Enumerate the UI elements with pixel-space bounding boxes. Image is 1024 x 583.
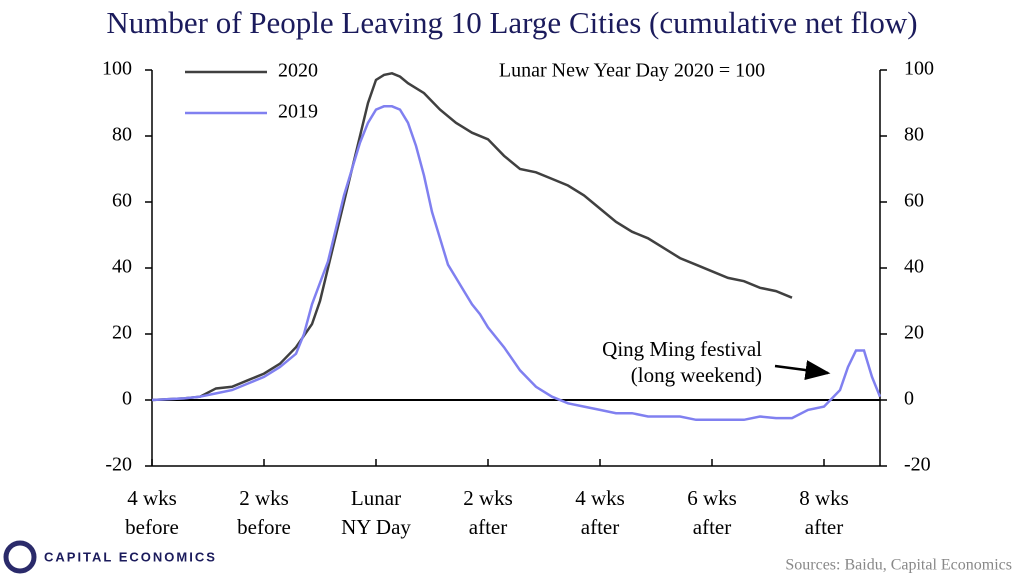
y2-tick-label: 20 [904, 322, 924, 344]
y-tick-label: 100 [102, 58, 132, 80]
y2-tick-label: 0 [904, 388, 914, 410]
y2-tick-label: -20 [904, 454, 931, 476]
source: Sources: Baidu, Capital Economics [785, 557, 1012, 574]
x-tick-label: 8 wks after [799, 486, 849, 539]
y-tick-label: 60 [112, 190, 132, 212]
y-tick-label: 0 [122, 388, 132, 410]
annotation: Lunar New Year Day 2020 = 100 [499, 60, 765, 82]
y-tick-label: 40 [112, 256, 132, 278]
y2-tick-label: 100 [904, 58, 934, 80]
y-tick-label: 20 [112, 322, 132, 344]
logo-icon [3, 540, 37, 574]
logo: CAPITAL ECONOMICS [44, 549, 217, 564]
x-tick-label: 2 wks after [463, 486, 513, 539]
annotation: Qing Ming festival (long weekend) [602, 337, 762, 387]
x-tick-label: 4 wks after [575, 486, 625, 539]
x-tick-label: Lunar NY Day [341, 486, 411, 539]
legend-label: 2019 [278, 101, 318, 123]
line-series [151, 105, 882, 422]
y-tick-label: 80 [112, 124, 132, 146]
y-tick-label: -20 [105, 454, 132, 476]
line-series [151, 71, 793, 402]
arrow [774, 360, 831, 380]
y2-tick-label: 60 [904, 190, 924, 212]
y2-tick-label: 80 [904, 124, 924, 146]
x-tick-label: 6 wks after [687, 486, 737, 539]
legend-label: 2020 [278, 60, 318, 82]
chart-title: Number of People Leaving 10 Large Cities… [106, 5, 917, 40]
x-tick-label: 2 wks before [237, 486, 291, 539]
y2-tick-label: 40 [904, 256, 924, 278]
x-tick-label: 4 wks before [125, 486, 179, 539]
